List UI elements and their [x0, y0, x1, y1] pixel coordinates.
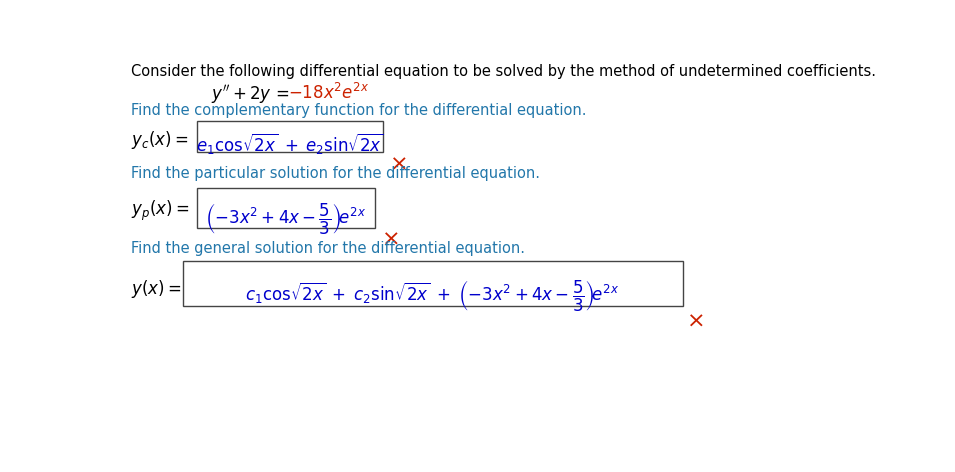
Text: Find the particular solution for the differential equation.: Find the particular solution for the dif… — [131, 166, 540, 181]
Text: Find the general solution for the differential equation.: Find the general solution for the differ… — [131, 242, 525, 256]
Text: $e_1\cos\!\sqrt{2x}\;+\;e_2\sin\!\sqrt{2x}$: $e_1\cos\!\sqrt{2x}\;+\;e_2\sin\!\sqrt{2… — [196, 131, 384, 156]
Text: $c_1\cos\!\sqrt{2x}\;+\;c_2\sin\!\sqrt{2x}\;+\;\left(-3x^2+4x-\dfrac{5}{3}\right: $c_1\cos\!\sqrt{2x}\;+\;c_2\sin\!\sqrt{2… — [245, 279, 620, 314]
Text: $\times$: $\times$ — [389, 154, 407, 174]
FancyBboxPatch shape — [197, 121, 383, 152]
FancyBboxPatch shape — [183, 261, 683, 306]
Text: Consider the following differential equation to be solved by the method of undet: Consider the following differential equa… — [131, 64, 876, 79]
FancyBboxPatch shape — [197, 187, 375, 228]
Text: $y_c(x) =$: $y_c(x) =$ — [131, 129, 188, 151]
Text: $y(x) =$: $y(x) =$ — [131, 278, 181, 300]
Text: $y'' + 2y\, =\,$: $y'' + 2y\, =\,$ — [211, 83, 289, 106]
Text: $\left(-3x^2+4x-\dfrac{5}{3}\right)\!e^{2x}$: $\left(-3x^2+4x-\dfrac{5}{3}\right)\!e^{… — [205, 202, 367, 237]
Text: Find the complementary function for the differential equation.: Find the complementary function for the … — [131, 103, 586, 118]
Text: $y_p(x) =$: $y_p(x) =$ — [131, 198, 189, 222]
Text: $-18x^2e^{2x}$: $-18x^2e^{2x}$ — [288, 83, 370, 103]
Text: $\times$: $\times$ — [381, 229, 399, 249]
Text: $\times$: $\times$ — [686, 311, 704, 331]
